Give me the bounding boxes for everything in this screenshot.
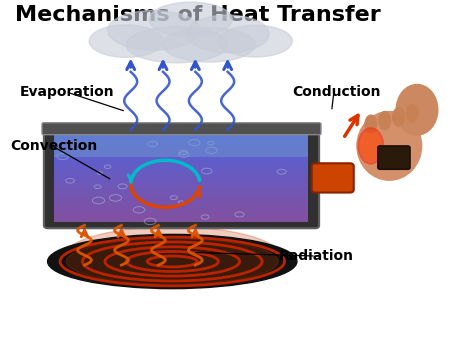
FancyBboxPatch shape	[42, 123, 321, 135]
Bar	[55, 206, 309, 210]
Bar	[55, 159, 309, 163]
Bar	[55, 197, 309, 201]
FancyBboxPatch shape	[44, 128, 319, 228]
Bar	[55, 144, 309, 148]
Bar	[55, 180, 309, 183]
Ellipse shape	[219, 25, 292, 57]
Ellipse shape	[108, 11, 200, 50]
Ellipse shape	[47, 234, 297, 289]
Bar	[55, 177, 309, 181]
Bar	[55, 165, 309, 169]
Bar	[55, 215, 309, 219]
Bar	[55, 203, 309, 207]
Bar	[55, 194, 309, 198]
Bar	[55, 150, 309, 154]
Bar	[55, 171, 309, 174]
Text: Radiation: Radiation	[278, 249, 354, 263]
Bar	[55, 209, 309, 213]
Ellipse shape	[379, 111, 391, 130]
Bar	[55, 183, 309, 186]
Bar	[55, 212, 309, 216]
Ellipse shape	[66, 238, 278, 285]
Text: Evaporation: Evaporation	[20, 85, 115, 99]
Ellipse shape	[163, 27, 255, 62]
Bar	[55, 191, 309, 195]
Bar	[55, 138, 309, 142]
Bar	[55, 162, 309, 166]
Bar	[55, 153, 309, 157]
Bar	[55, 200, 309, 204]
Bar	[55, 174, 309, 178]
Bar	[55, 156, 309, 160]
Text: Conduction: Conduction	[292, 85, 381, 99]
Ellipse shape	[149, 2, 232, 37]
Bar	[55, 133, 309, 157]
Bar	[55, 147, 309, 151]
Ellipse shape	[393, 108, 404, 126]
Ellipse shape	[89, 25, 163, 58]
Bar	[55, 141, 309, 145]
FancyBboxPatch shape	[378, 146, 410, 169]
Ellipse shape	[358, 128, 383, 164]
Bar	[55, 218, 309, 222]
Ellipse shape	[407, 104, 418, 122]
Text: Convection: Convection	[10, 139, 98, 153]
Bar	[55, 132, 309, 136]
Bar	[55, 189, 309, 192]
FancyBboxPatch shape	[312, 163, 354, 193]
Ellipse shape	[362, 132, 380, 159]
Ellipse shape	[365, 115, 377, 133]
Ellipse shape	[186, 15, 269, 53]
Text: Mechanisms of Heat Transfer: Mechanisms of Heat Transfer	[15, 5, 381, 25]
Bar	[55, 186, 309, 189]
Ellipse shape	[126, 27, 228, 63]
Ellipse shape	[357, 111, 422, 180]
Bar	[55, 135, 309, 139]
Ellipse shape	[63, 227, 282, 289]
Ellipse shape	[396, 84, 438, 135]
Bar	[55, 168, 309, 171]
